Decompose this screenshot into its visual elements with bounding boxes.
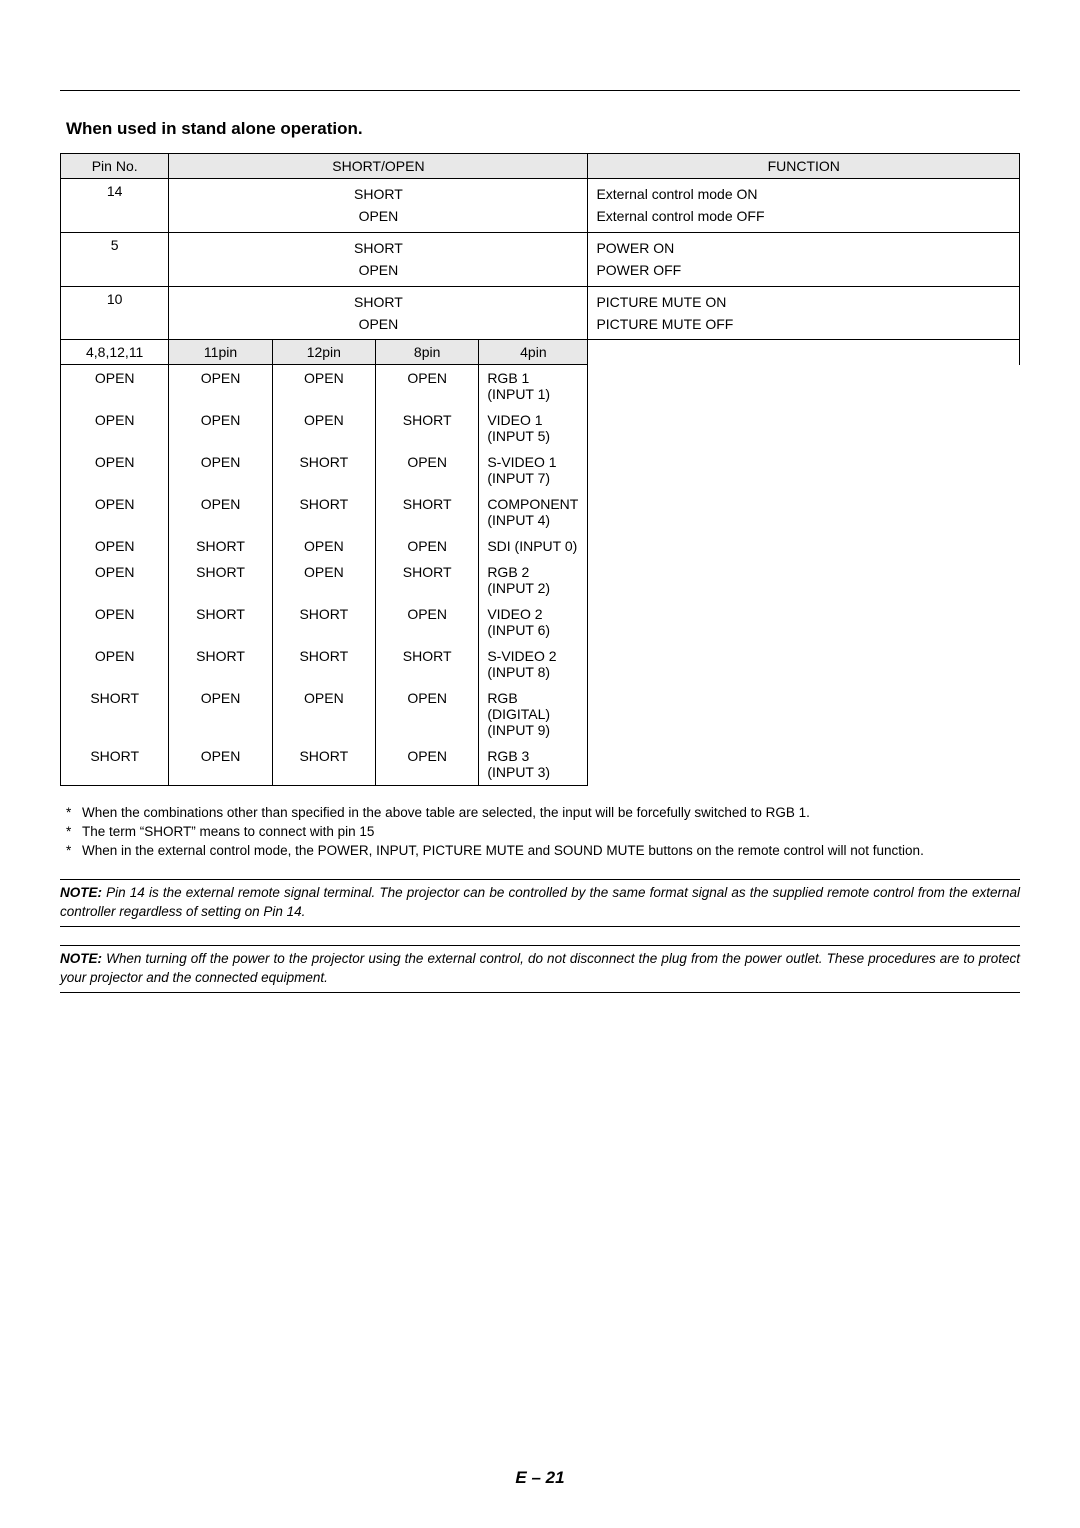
cell-pin-state: SHORT (272, 491, 375, 533)
header-function: FUNCTION (588, 154, 1020, 179)
table-row: OPENSHORTOPENOPENSDI (INPUT 0) (61, 533, 1020, 559)
cell-pin-state: SHORT (376, 643, 479, 685)
cell-function: RGB 3 (INPUT 3) (479, 743, 588, 786)
cell-pin-state: OPEN (376, 601, 479, 643)
cell-function: POWER ON POWER OFF (588, 232, 1020, 286)
cell-pin-state: OPEN (376, 449, 479, 491)
cell-function: RGB (DIGITAL) (INPUT 9) (479, 685, 588, 743)
table-row: OPENSHORTOPENSHORTRGB 2 (INPUT 2) (61, 559, 1020, 601)
cell-short-open: SHORT OPEN (169, 232, 588, 286)
header-8pin: 8pin (376, 340, 479, 365)
header-pin-no: Pin No. (61, 154, 169, 179)
section-title: When used in stand alone operation. (60, 119, 1020, 139)
header-short-open: SHORT/OPEN (169, 154, 588, 179)
cell-pin-state: OPEN (376, 685, 479, 743)
cell-function: S-VIDEO 2 (INPUT 8) (479, 643, 588, 685)
table-row: OPENSHORTSHORTOPENVIDEO 2 (INPUT 6) (61, 601, 1020, 643)
cell-pin-state: SHORT (376, 559, 479, 601)
cell-pin-state: OPEN (61, 643, 169, 685)
cell-short-open: SHORT OPEN (169, 286, 588, 340)
table-row: OPENOPENOPENOPENRGB 1 (INPUT 1) (61, 365, 1020, 408)
cell-pin-state: OPEN (169, 491, 272, 533)
header-11pin: 11pin (169, 340, 272, 365)
cell-pin-state: OPEN (61, 365, 169, 408)
table-header-row: Pin No. SHORT/OPEN FUNCTION (61, 154, 1020, 179)
table-row: SHORTOPENOPENOPENRGB (DIGITAL) (INPUT 9) (61, 685, 1020, 743)
cell-pin-state: OPEN (169, 365, 272, 408)
note-text: Pin 14 is the external remote signal ter… (60, 885, 1020, 919)
cell-pin-state: OPEN (272, 559, 375, 601)
table-row: SHORTOPENSHORTOPENRGB 3 (INPUT 3) (61, 743, 1020, 786)
table-row: OPENSHORTSHORTSHORTS-VIDEO 2 (INPUT 8) (61, 643, 1020, 685)
blank-cell (588, 340, 1020, 365)
top-rule (60, 90, 1020, 91)
table-row: 5 SHORT OPEN POWER ON POWER OFF (61, 232, 1020, 286)
cell-pin-state: OPEN (61, 407, 169, 449)
footnote: *The term “SHORT” means to connect with … (60, 823, 1020, 842)
table-row: 14 SHORT OPEN External control mode ON E… (61, 179, 1020, 233)
cell-pin-state: SHORT (272, 449, 375, 491)
footnote: *When in the external control mode, the … (60, 842, 1020, 861)
cell-pin-state: OPEN (376, 533, 479, 559)
cell-function: S-VIDEO 1 (INPUT 7) (479, 449, 588, 491)
pin-table: Pin No. SHORT/OPEN FUNCTION 14 SHORT OPE… (60, 153, 1020, 786)
cell-pin-state: SHORT (272, 743, 375, 786)
cell-function: RGB 2 (INPUT 2) (479, 559, 588, 601)
cell-function: PICTURE MUTE ON PICTURE MUTE OFF (588, 286, 1020, 340)
cell-pin-state: OPEN (272, 365, 375, 408)
cell-pin-state: OPEN (169, 743, 272, 786)
cell-pin-state: OPEN (61, 559, 169, 601)
note-label: NOTE: (60, 885, 102, 900)
cell-short-open: SHORT OPEN (169, 179, 588, 233)
header-4pin: 4pin (479, 340, 588, 365)
cell-pin-state: OPEN (61, 533, 169, 559)
note-text: When turning off the power to the projec… (60, 951, 1020, 985)
cell-pin-state: SHORT (169, 601, 272, 643)
cell-function: RGB 1 (INPUT 1) (479, 365, 588, 408)
page-number: E – 21 (0, 1468, 1080, 1488)
header-12pin: 12pin (272, 340, 375, 365)
cell-pin-state: OPEN (61, 449, 169, 491)
cell-function: SDI (INPUT 0) (479, 533, 588, 559)
cell-function: VIDEO 2 (INPUT 6) (479, 601, 588, 643)
cell-pin-state: OPEN (272, 685, 375, 743)
footnote: *When the combinations other than specif… (60, 804, 1020, 823)
cell-pin-state: SHORT (169, 533, 272, 559)
table-row: OPENOPENSHORTSHORTCOMPONENT (INPUT 4) (61, 491, 1020, 533)
note-block-2: NOTE: When turning off the power to the … (60, 945, 1020, 993)
cell-pin-state: OPEN (169, 685, 272, 743)
cell-pin-state: SHORT (376, 407, 479, 449)
note-label: NOTE: (60, 951, 102, 966)
cell-pin-state: OPEN (169, 407, 272, 449)
note-block-1: NOTE: Pin 14 is the external remote sign… (60, 879, 1020, 927)
cell-pin-state: SHORT (272, 643, 375, 685)
cell-pin-state: OPEN (376, 365, 479, 408)
cell-pin-state: OPEN (61, 601, 169, 643)
combo-header-row: 4,8,12,11 11pin 12pin 8pin 4pin (61, 340, 1020, 365)
table-row: OPENOPENOPENSHORTVIDEO 1 (INPUT 5) (61, 407, 1020, 449)
cell-pin-state: SHORT (169, 559, 272, 601)
cell-pin-state: OPEN (169, 449, 272, 491)
cell-pin-state: SHORT (61, 685, 169, 743)
cell-function: External control mode ON External contro… (588, 179, 1020, 233)
cell-pin-state: SHORT (169, 643, 272, 685)
cell-pin-state: OPEN (272, 407, 375, 449)
table-row: OPENOPENSHORTOPENS-VIDEO 1 (INPUT 7) (61, 449, 1020, 491)
cell-pin-state: SHORT (272, 601, 375, 643)
cell-pin: 5 (61, 232, 169, 286)
cell-pin-state: OPEN (376, 743, 479, 786)
cell-pin-state: SHORT (376, 491, 479, 533)
cell-pin: 4,8,12,11 (61, 340, 169, 365)
cell-pin: 10 (61, 286, 169, 340)
cell-function: VIDEO 1 (INPUT 5) (479, 407, 588, 449)
cell-pin-state: OPEN (272, 533, 375, 559)
footnotes-block: *When the combinations other than specif… (60, 804, 1020, 861)
cell-pin-state: OPEN (61, 491, 169, 533)
cell-pin-state: SHORT (61, 743, 169, 786)
cell-function: COMPONENT (INPUT 4) (479, 491, 588, 533)
table-row: 10 SHORT OPEN PICTURE MUTE ON PICTURE MU… (61, 286, 1020, 340)
cell-pin: 14 (61, 179, 169, 233)
